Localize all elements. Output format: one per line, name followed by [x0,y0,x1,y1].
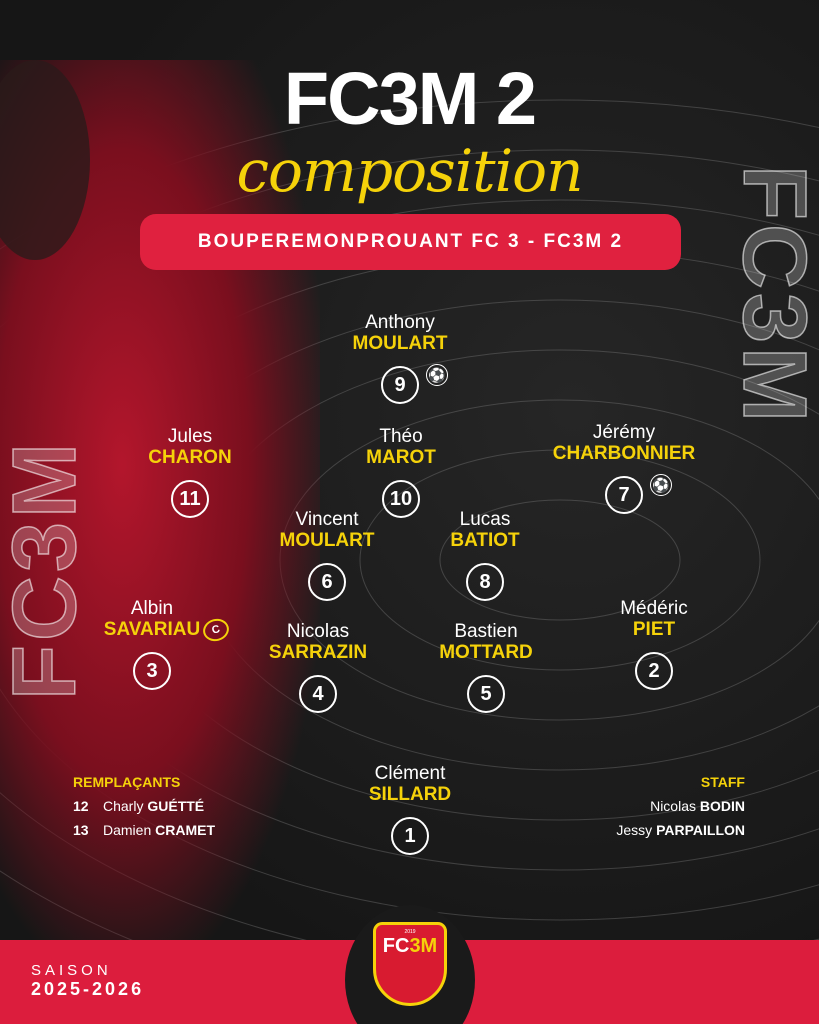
player-first-name: Jules [167,426,213,447]
substitute-last-name: CRAMET [155,822,216,838]
player-5: Bastien MOTTARD 5 [376,621,596,713]
player-last-name: SARRAZIN [268,642,368,663]
substitute-last-name: GUÉTTÉ [147,798,205,814]
player-first-name: Théo [379,426,423,447]
player-last-name: MOULART [279,530,375,551]
jersey-number: 4 [299,675,337,713]
player-first-name: Bastien [454,621,518,642]
substitutes-title: REMPLAÇANTS [73,774,181,790]
staff-last-name: PARPAILLON [656,822,745,838]
substitute-item: 13 Damien CRAMET [73,818,215,842]
substitute-number: 12 [73,798,89,814]
jersey-number: 10 [382,480,420,518]
staff-list: STAFF Nicolas BODIN Jessy PARPAILLON [616,770,745,842]
staff-first-name: Nicolas [650,798,696,814]
player-last-name: SAVARIAU [103,619,201,640]
team-title: FC3M 2 [283,57,537,140]
player-first-name: Jérémy [592,422,656,443]
player-2: Médéric PIET 2 [544,598,764,690]
player-first-name: Nicolas [286,621,350,642]
season-label: SAISON [31,962,112,979]
jersey-number: 2 [635,652,673,690]
staff-last-name: BODIN [699,798,745,814]
staff-item: Jessy PARPAILLON [616,818,745,842]
player-last-name: PIET [632,619,676,640]
watermark-left: FC3M [0,438,96,701]
player-first-name: Anthony [365,312,435,333]
jersey-number: 6 [308,563,346,601]
player-silhouette-head [0,60,90,260]
player-7: Jérémy CHARBONNIER 7 ⚽ [514,422,734,514]
player-last-name: SILLARD [368,784,452,805]
player-first-name: Albin [130,598,174,619]
season-info: SAISON 2025-2026 [31,962,144,1000]
player-first-name: Vincent [295,509,359,530]
crest-name: FC3M [376,935,444,958]
match-banner: BOUPEREMONPROUANT FC 3 - FC3M 2 [140,214,681,270]
player-last-name: BATIOT [450,530,520,551]
player-3: Albin SAVARIAU 3 [42,598,262,690]
jersey-number: 5 [467,675,505,713]
club-crest-logo: 2019 FC3M [373,922,447,1006]
substitute-first-name: Damien [103,822,152,838]
soccer-ball-icon: ⚽ [426,364,448,386]
player-10: Théo MAROT 10 [291,426,511,518]
staff-item: Nicolas BODIN [616,794,745,818]
player-first-name: Lucas [459,509,511,530]
player-first-name: Clément [374,763,446,784]
player-11: Jules CHARON 11 [80,426,300,518]
player-last-name: MOTTARD [439,642,533,663]
player-last-name: CHARBONNIER [552,443,696,464]
substitutes-list: REMPLAÇANTS 12 Charly GUÉTTÉ 13 Damien CRA… [73,770,215,842]
jersey-number: 7 [605,476,643,514]
player-last-name: CHARON [148,447,232,468]
soccer-ball-icon: ⚽ [650,474,672,496]
staff-title: STAFF [700,774,745,790]
watermark-right: FC3M [723,164,819,427]
player-first-name: Médéric [620,598,688,619]
season-years: 2025-2026 [31,979,145,999]
jersey-number: 3 [133,652,171,690]
jersey-number: 1 [391,817,429,855]
composition-subtitle: composition [236,137,584,205]
jersey-number: 11 [171,480,209,518]
substitute-number: 13 [73,822,89,838]
crest-name-a: FC [382,935,410,957]
player-last-name: MAROT [366,447,436,468]
player-last-name: MOULART [352,333,448,354]
crest-name-b: 3M [409,935,438,957]
staff-first-name: Jessy [616,822,653,838]
jersey-number: 8 [466,563,504,601]
player-1: Clément SILLARD 1 [300,763,520,855]
player-9: Anthony MOULART 9 ⚽ [290,312,510,404]
jersey-number: 9 [381,366,419,404]
player-8: Lucas BATIOT 8 [375,509,595,601]
substitute-item: 12 Charly GUÉTTÉ [73,794,215,818]
crest-year: 2019 [404,929,416,935]
player-6: Vincent MOULART 6 [217,509,437,601]
substitute-first-name: Charly [103,798,144,814]
